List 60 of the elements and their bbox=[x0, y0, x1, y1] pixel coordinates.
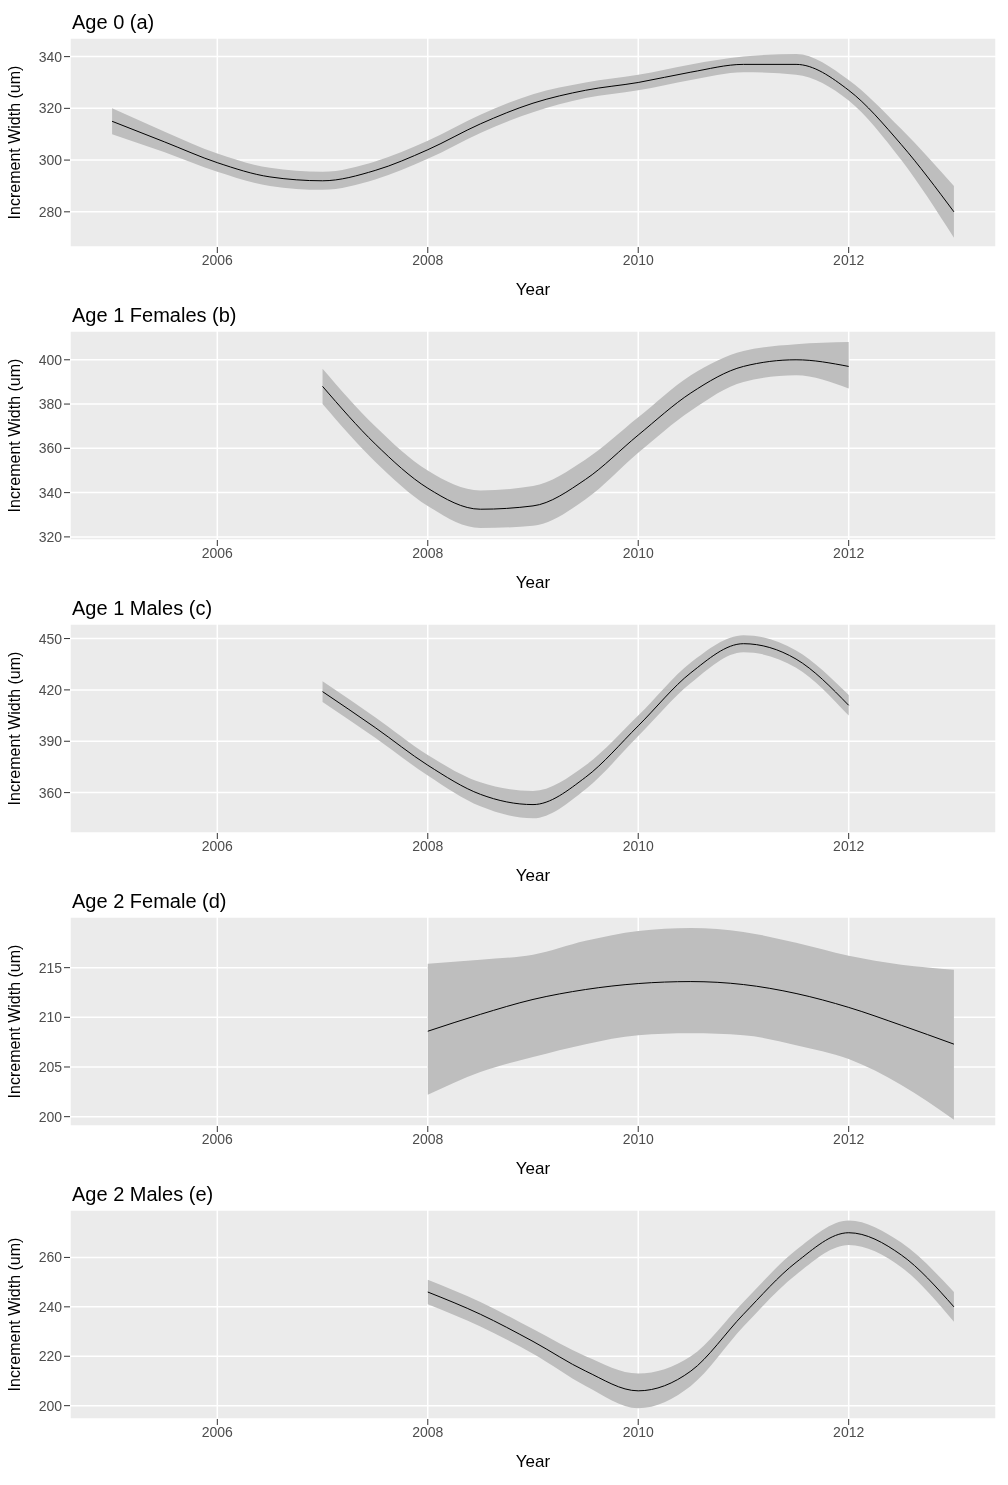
x-tick-label: 2010 bbox=[622, 837, 655, 854]
y-axis-title: Increment Width (um) bbox=[5, 358, 23, 513]
y-tick-label: 340 bbox=[38, 484, 63, 501]
y-axis-title: Increment Width (um) bbox=[5, 1237, 23, 1392]
y-tick-label: 320 bbox=[38, 528, 63, 545]
y-tick-label: 380 bbox=[38, 396, 63, 413]
x-tick-label: 2010 bbox=[622, 544, 655, 561]
x-tick-label: 2006 bbox=[201, 1423, 234, 1440]
x-tick-label: 2008 bbox=[412, 1130, 444, 1147]
y-axis-title: Increment Width (um) bbox=[5, 65, 23, 220]
chart-title: Age 1 Males (c) bbox=[71, 596, 214, 621]
x-axis-title: Year bbox=[515, 1159, 551, 1178]
y-tick-label: 400 bbox=[38, 351, 63, 368]
x-tick-label: 2008 bbox=[412, 837, 444, 854]
y-tick-label: 280 bbox=[38, 203, 63, 220]
chart-title: Age 2 Males (e) bbox=[71, 1182, 215, 1207]
line-series bbox=[427, 1232, 955, 1392]
x-axis-title: Year bbox=[515, 280, 551, 299]
y-tick-label: 200 bbox=[38, 1108, 63, 1125]
y-tick-label: 360 bbox=[38, 784, 63, 801]
y-tick-label: 240 bbox=[38, 1298, 63, 1315]
y-tick-label: 205 bbox=[38, 1058, 63, 1075]
x-tick-label: 2010 bbox=[622, 1130, 655, 1147]
x-axis-title: Year bbox=[515, 1452, 551, 1471]
line-series bbox=[322, 359, 850, 510]
x-tick-label: 2006 bbox=[201, 837, 234, 854]
y-tick-label: 360 bbox=[38, 440, 63, 457]
y-tick-label: 300 bbox=[38, 152, 63, 169]
y-tick-label: 220 bbox=[38, 1348, 63, 1365]
chart-title: Age 1 Females (b) bbox=[71, 303, 238, 328]
x-tick-label: 2006 bbox=[201, 544, 234, 561]
x-tick-label: 2006 bbox=[201, 1130, 234, 1147]
x-axis-title: Year bbox=[515, 866, 551, 885]
x-tick-label: 2010 bbox=[622, 251, 655, 268]
x-tick-label: 2010 bbox=[622, 1423, 655, 1440]
x-tick-label: 2012 bbox=[833, 837, 865, 854]
y-tick-label: 260 bbox=[38, 1249, 63, 1266]
chart-title: Age 2 Female (d) bbox=[71, 889, 228, 914]
x-tick-label: 2012 bbox=[833, 1423, 865, 1440]
line-series bbox=[427, 981, 955, 1045]
x-tick-label: 2008 bbox=[412, 251, 444, 268]
x-tick-label: 2012 bbox=[833, 251, 865, 268]
y-axis-title: Increment Width (um) bbox=[5, 651, 23, 806]
y-tick-label: 320 bbox=[38, 100, 63, 117]
y-tick-label: 450 bbox=[38, 630, 63, 647]
y-tick-label: 420 bbox=[38, 681, 63, 698]
y-tick-label: 390 bbox=[38, 733, 63, 750]
y-tick-label: 210 bbox=[38, 1009, 63, 1026]
line-series bbox=[111, 63, 955, 213]
y-tick-label: 340 bbox=[38, 48, 63, 65]
x-tick-label: 2006 bbox=[201, 251, 234, 268]
x-tick-label: 2008 bbox=[412, 544, 444, 561]
x-tick-label: 2008 bbox=[412, 1423, 444, 1440]
y-axis-title: Increment Width (um) bbox=[5, 944, 23, 1099]
y-tick-label: 200 bbox=[38, 1397, 63, 1414]
y-tick-label: 215 bbox=[38, 959, 63, 976]
chart-title: Age 0 (a) bbox=[71, 10, 156, 35]
x-tick-label: 2012 bbox=[833, 1130, 865, 1147]
x-axis-title: Year bbox=[515, 573, 551, 592]
x-tick-label: 2012 bbox=[833, 544, 865, 561]
